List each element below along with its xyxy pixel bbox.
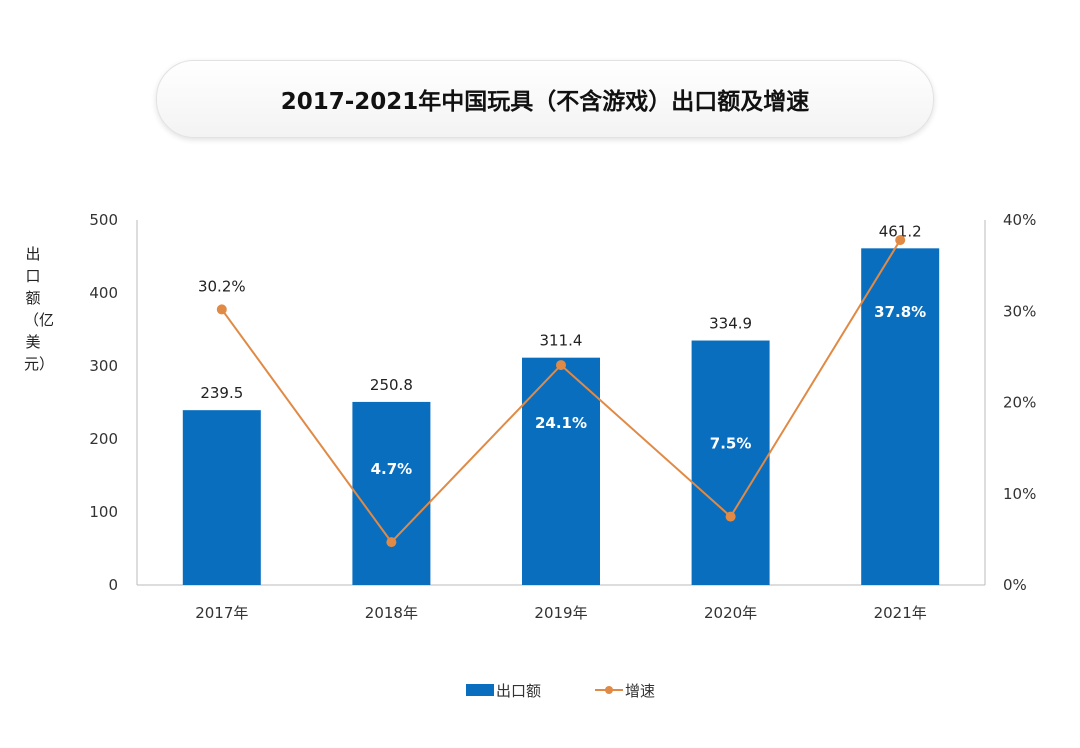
growth-point [725, 511, 736, 522]
bar [352, 401, 431, 585]
x-tick-label: 2021年 [874, 604, 927, 622]
growth-point [556, 360, 566, 371]
x-tick-label: 2018年 [365, 604, 418, 622]
y2-tick-label: 30% [1003, 302, 1036, 320]
legend-bar-swatch [466, 684, 494, 696]
chart-title: 2017-2021年中国玩具（不含游戏）出口额及增速 [280, 89, 810, 115]
growth-label: 7.5% [710, 435, 752, 453]
growth-point [216, 304, 227, 315]
bar-value-label: 461.2 [879, 222, 922, 240]
x-tick-label: 2019年 [534, 604, 587, 622]
y2-tick-label: 20% [1003, 394, 1036, 412]
y-tick-label: 500 [89, 211, 118, 229]
y-tick-label: 100 [89, 503, 118, 521]
y2-tick-label: 0% [1003, 576, 1027, 594]
legend-line-marker [605, 686, 613, 694]
legend-line-label: 增速 [625, 682, 655, 700]
bar-value-label: 311.4 [540, 332, 583, 350]
growth-label: 37.8% [874, 303, 926, 321]
legend-bar-label: 出口额 [496, 682, 541, 700]
x-tick-label: 2017年 [195, 604, 248, 622]
y-tick-label: 0 [108, 576, 118, 594]
growth-label: 30.2% [198, 277, 246, 295]
bar-value-label: 250.8 [370, 376, 413, 394]
bar [691, 340, 770, 585]
y-tick-label: 300 [89, 357, 118, 375]
title-box: 2017-2021年中国玩具（不含游戏）出口额及增速 [156, 60, 934, 138]
growth-label: 24.1% [535, 414, 587, 432]
y2-tick-label: 10% [1003, 485, 1036, 503]
y-tick-label: 200 [89, 430, 118, 448]
x-tick-label: 2020年 [704, 604, 757, 622]
y2-tick-label: 40% [1003, 211, 1036, 229]
bar [182, 410, 261, 585]
bar [522, 357, 600, 585]
growth-point [386, 537, 397, 548]
bar-value-label: 334.9 [709, 315, 752, 333]
bar [861, 248, 940, 585]
growth-label: 4.7% [371, 460, 413, 478]
bar-value-label: 239.5 [200, 384, 243, 402]
growth-point [895, 235, 906, 246]
y-tick-label: 400 [89, 284, 118, 302]
